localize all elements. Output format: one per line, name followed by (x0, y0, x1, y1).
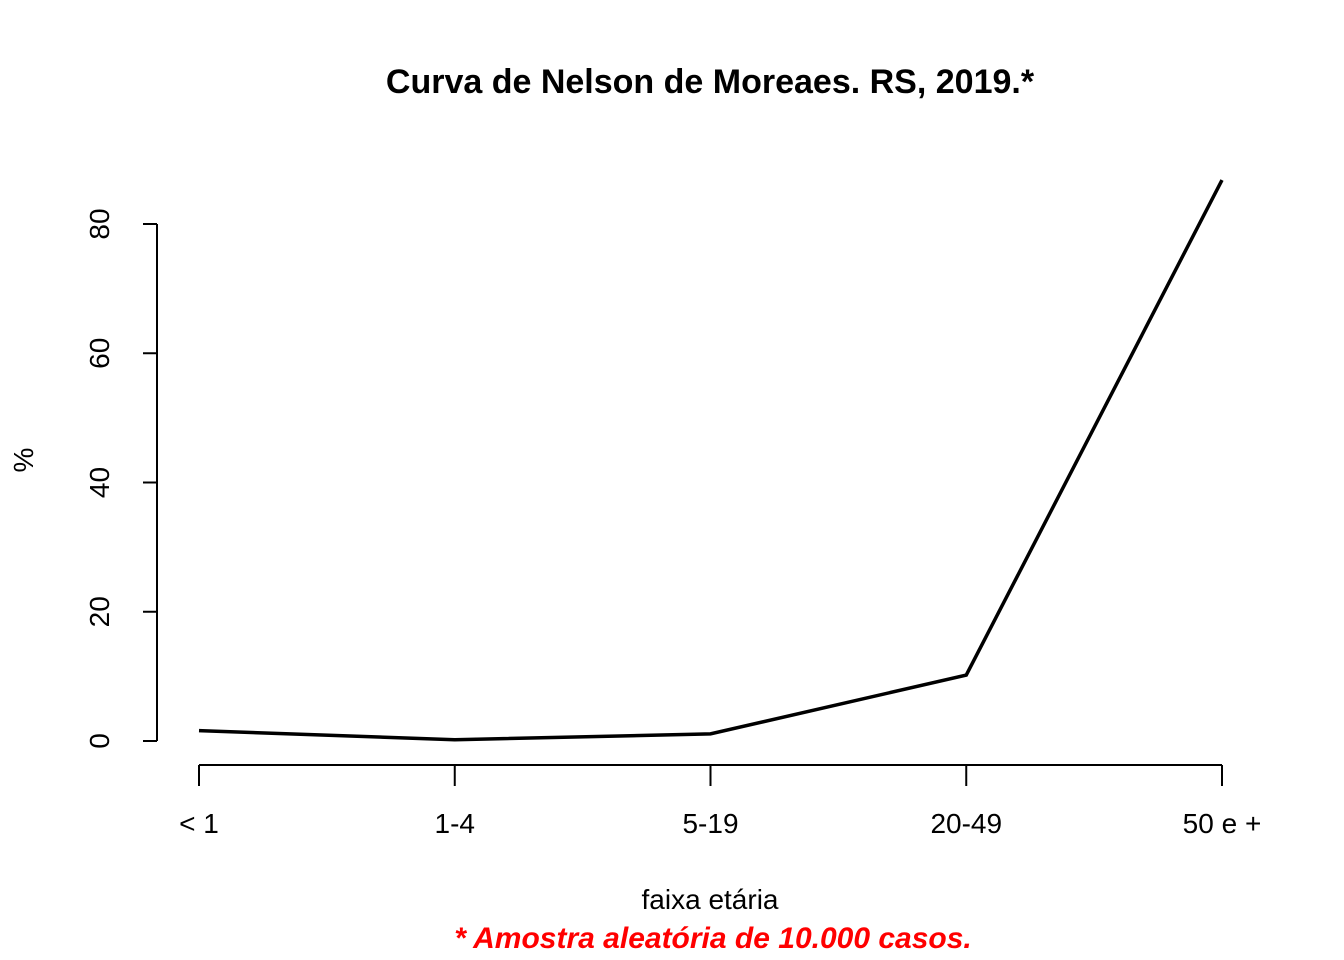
x-tick-label: 5-19 (682, 808, 738, 839)
y-tick-label: 60 (84, 338, 115, 369)
y-tick-label: 40 (84, 467, 115, 498)
y-tick-label: 80 (84, 208, 115, 239)
footnote: * Amostra aleatória de 10.000 casos. (454, 922, 972, 955)
x-axis: < 1 1-4 5-19 20-49 50 e + (179, 764, 1262, 839)
x-tick-label: 1-4 (435, 808, 475, 839)
series-line (198, 179, 1224, 742)
y-tick-label: 0 (84, 733, 115, 749)
x-tick-label: 50 e + (1183, 808, 1262, 839)
x-tick-label: < 1 (179, 808, 219, 839)
x-axis-label: faixa etária (642, 884, 779, 915)
x-tick-label: 20-49 (930, 808, 1002, 839)
series-group (198, 179, 1224, 742)
chart-title: Curva de Nelson de Moreaes. RS, 2019.* (386, 63, 1035, 101)
y-axis: 0 20 40 60 80 (84, 208, 158, 749)
y-tick-label: 20 (84, 596, 115, 627)
y-axis-label: % (8, 448, 39, 473)
